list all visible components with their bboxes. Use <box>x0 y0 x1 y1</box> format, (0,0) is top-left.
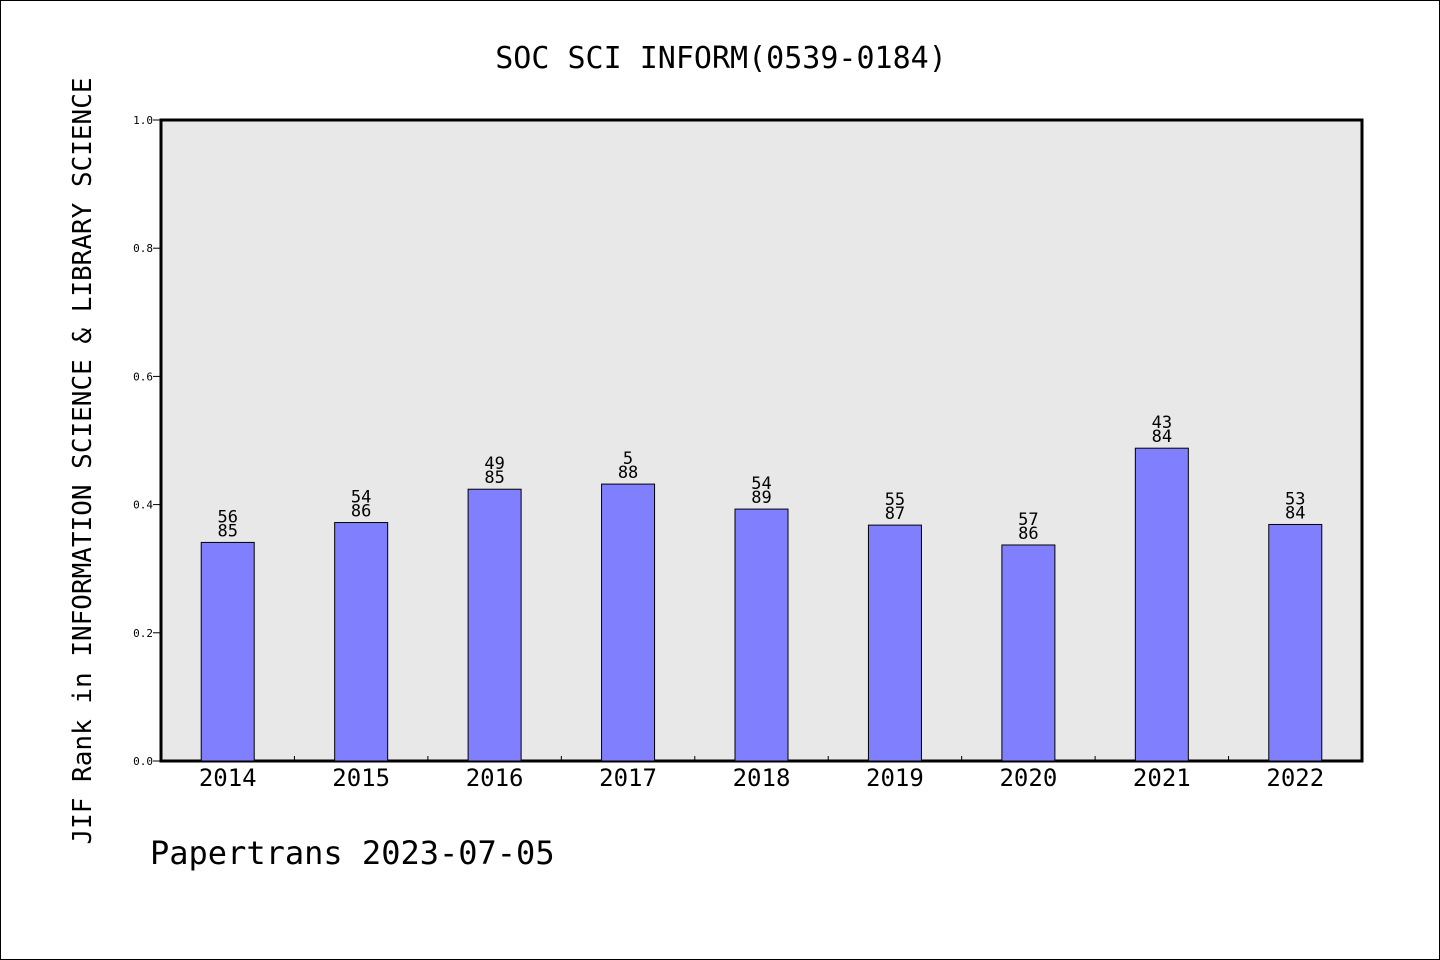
rank-label: 5 <box>623 449 633 469</box>
y-tick-label: 0.0 <box>133 755 153 768</box>
bars <box>200 447 1323 762</box>
x-tick-label: 2019 <box>866 764 924 792</box>
y-tick-label: 0.4 <box>133 499 153 512</box>
rank-label: 57 <box>1018 510 1038 530</box>
y-axis-ticks: 0.0 0.2 0.4 0.6 0.8 1.0 <box>133 114 161 768</box>
x-tick-label: 2014 <box>199 764 257 792</box>
footer-credit: Papertrans 2023-07-05 <box>150 834 555 872</box>
rank-label: 53 <box>1285 489 1305 509</box>
bar <box>734 508 789 762</box>
x-tick-label: 2020 <box>999 764 1057 792</box>
total-label: 87 <box>885 504 905 524</box>
total-label: 84 <box>1152 427 1172 447</box>
x-tick-label: 2017 <box>599 764 657 792</box>
bar <box>467 488 522 762</box>
rank-label: 56 <box>217 507 237 527</box>
bar <box>1134 447 1189 762</box>
y-tick-label: 0.6 <box>133 370 153 383</box>
x-tick-label: 2015 <box>332 764 390 792</box>
total-label: 89 <box>751 488 771 508</box>
chart-title: SOC SCI INFORM(0539-0184) <box>495 41 947 76</box>
bar <box>601 483 656 762</box>
rank-label: 54 <box>751 474 771 494</box>
y-tick-label: 0.2 <box>133 627 153 640</box>
total-label: 85 <box>484 468 504 488</box>
total-label: 84 <box>1285 503 1305 523</box>
x-tick-label: 2018 <box>733 764 791 792</box>
bar <box>1268 523 1323 762</box>
rank-label: 49 <box>484 454 504 474</box>
rank-label: 55 <box>885 490 905 510</box>
y-tick-label: 1.0 <box>133 114 153 127</box>
y-tick-label: 0.8 <box>133 242 153 255</box>
x-tick-label: 2021 <box>1133 764 1191 792</box>
x-axis-ticks: 2014 2015 2016 2017 2018 2019 2020 2021 2022 <box>199 756 1324 792</box>
x-tick-label: 2022 <box>1266 764 1324 792</box>
total-label: 85 <box>217 521 237 541</box>
total-label: 88 <box>618 463 638 483</box>
bar <box>867 524 922 762</box>
x-tick-label: 2016 <box>466 764 524 792</box>
y-axis-label: JIF Rank in INFORMATION SCIENCE & LIBRAR… <box>68 77 98 844</box>
rank-label: 43 <box>1152 413 1172 433</box>
rank-label: 54 <box>351 488 371 508</box>
bar <box>334 522 389 762</box>
bar <box>1001 544 1056 762</box>
total-label: 86 <box>1018 524 1038 544</box>
bar <box>200 541 255 762</box>
total-label: 86 <box>351 502 371 522</box>
